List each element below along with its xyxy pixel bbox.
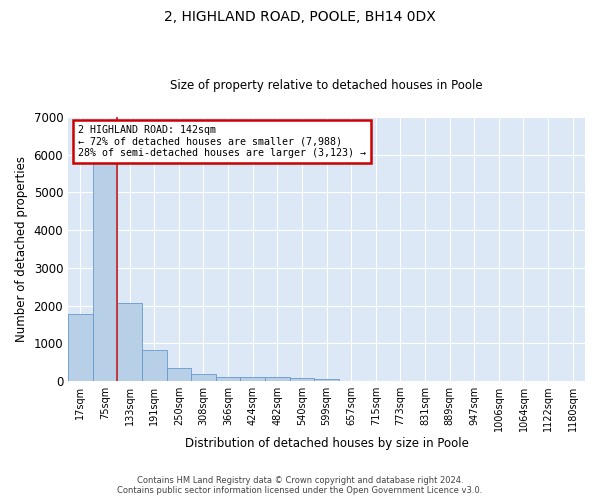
Bar (142, 350, 167, 381)
Bar (290, 378, 314, 381)
Bar (191, 374, 216, 381)
Bar (92, 163, 117, 381)
Title: Size of property relative to detached houses in Poole: Size of property relative to detached ho… (170, 79, 483, 92)
Bar (265, 378, 290, 381)
Y-axis label: Number of detached properties: Number of detached properties (15, 156, 28, 342)
Bar (216, 376, 241, 381)
Bar (117, 304, 142, 381)
Bar (68, 314, 92, 381)
Text: Contains HM Land Registry data © Crown copyright and database right 2024.
Contai: Contains HM Land Registry data © Crown c… (118, 476, 482, 495)
X-axis label: Distribution of detached houses by size in Poole: Distribution of detached houses by size … (185, 437, 469, 450)
Bar (167, 368, 191, 381)
Text: 2 HIGHLAND ROAD: 142sqm
← 72% of detached houses are smaller (7,988)
28% of semi: 2 HIGHLAND ROAD: 142sqm ← 72% of detache… (79, 124, 367, 158)
Bar (241, 378, 265, 381)
Bar (314, 378, 339, 381)
Text: 2, HIGHLAND ROAD, POOLE, BH14 0DX: 2, HIGHLAND ROAD, POOLE, BH14 0DX (164, 10, 436, 24)
